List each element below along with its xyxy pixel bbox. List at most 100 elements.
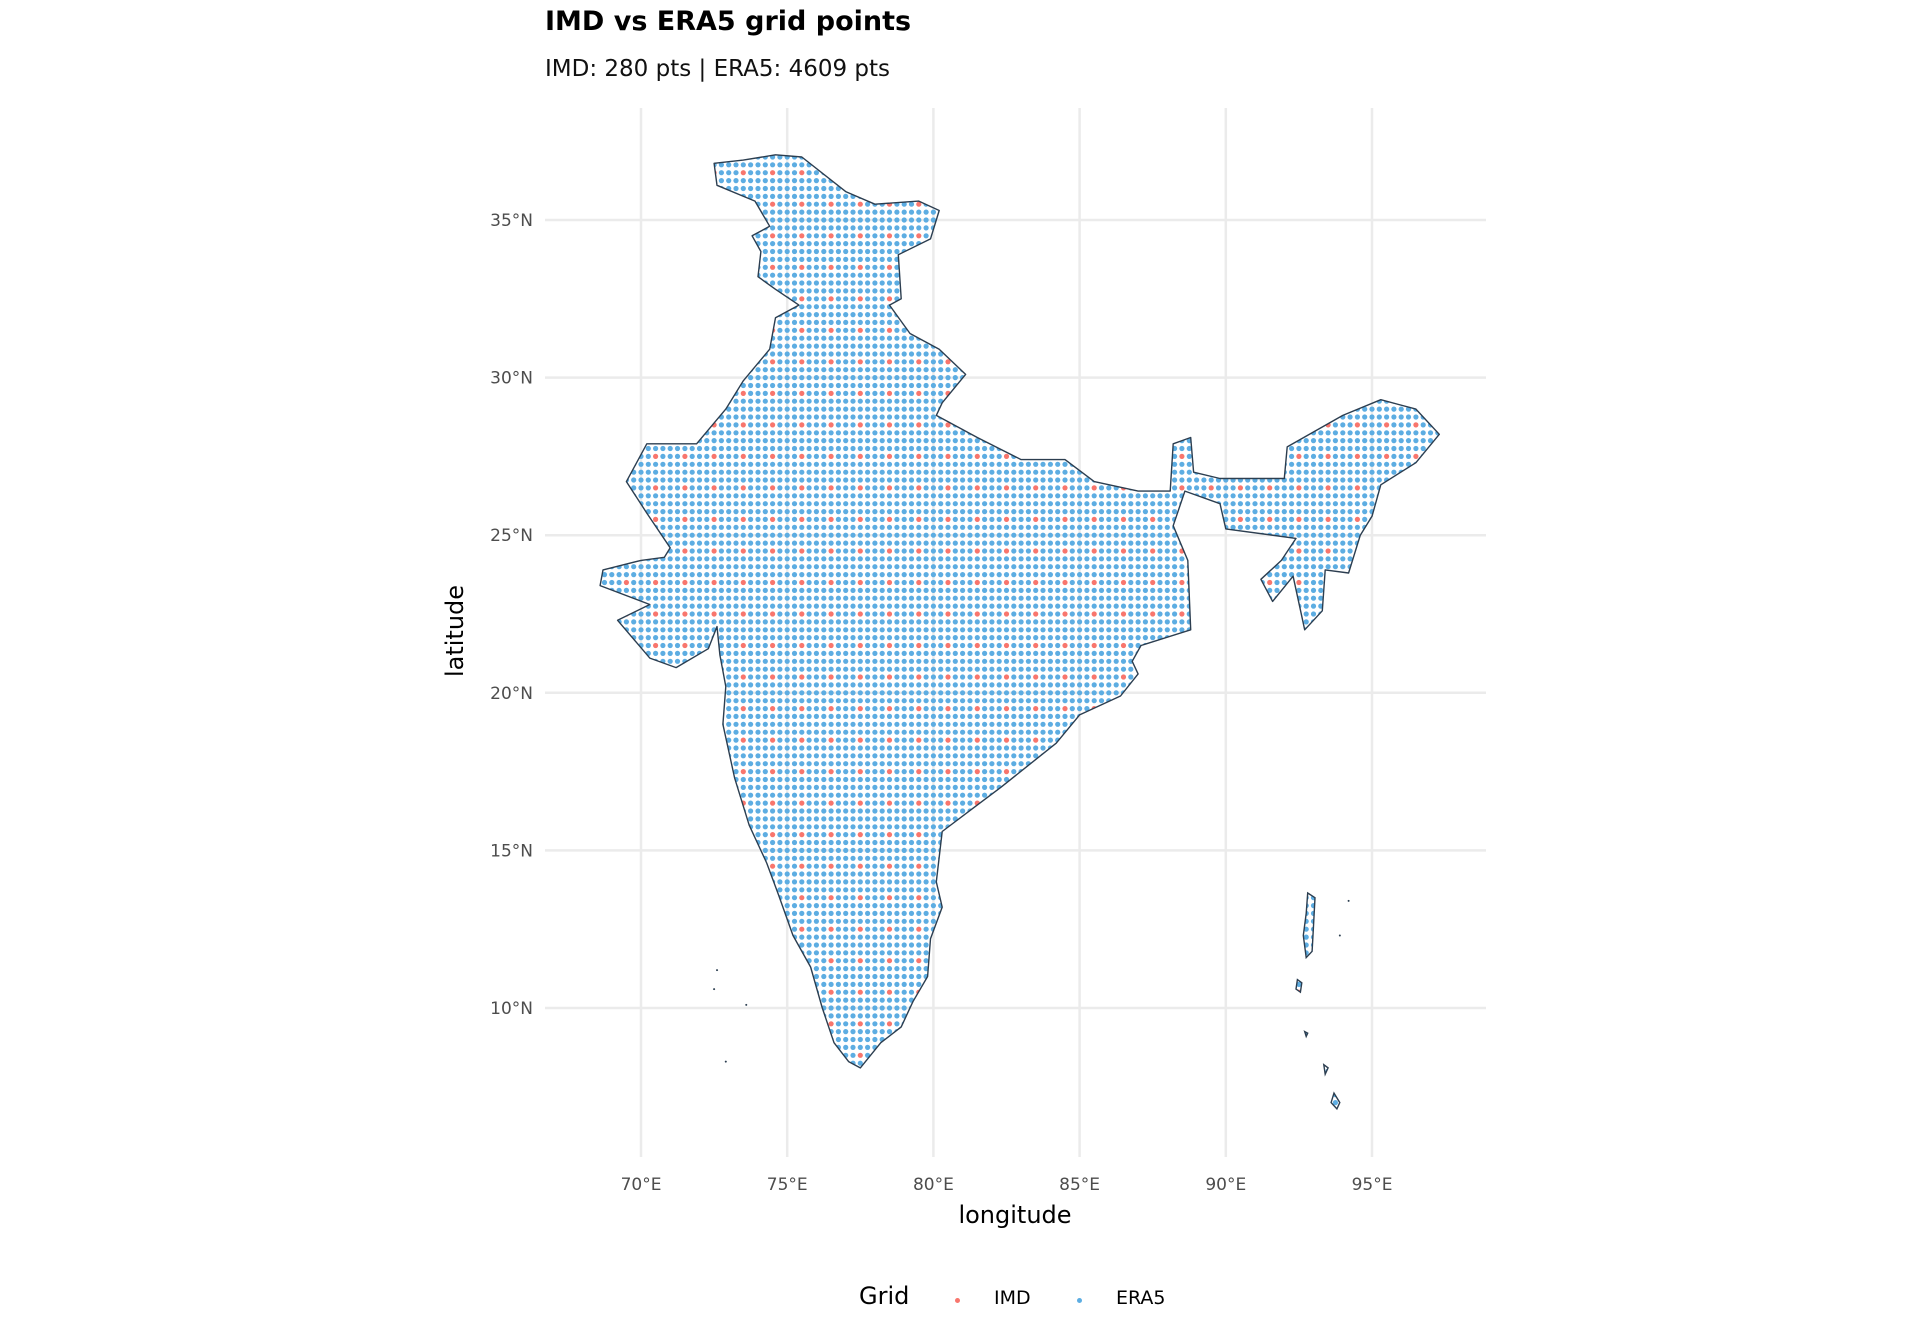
era5-point [1142, 926, 1148, 932]
era5-point [923, 958, 929, 964]
era5-point [894, 824, 900, 830]
era5-point [1157, 1068, 1163, 1074]
era5-point [1443, 998, 1448, 1003]
era5-point [916, 997, 922, 1003]
era5-point [1332, 839, 1338, 846]
era5-point [1267, 966, 1273, 972]
era5-point [777, 863, 783, 869]
era5-point [967, 958, 973, 964]
era5-point [1391, 871, 1397, 877]
era5-point [755, 1021, 761, 1027]
era5-point [806, 1029, 812, 1035]
imd-point [974, 895, 980, 901]
era5-point [667, 903, 673, 909]
era5-point [1055, 839, 1061, 846]
imd-point [623, 1021, 630, 1027]
imd-point [799, 832, 805, 838]
era5-point [835, 1100, 842, 1106]
era5-point [1399, 1124, 1404, 1129]
era5-point [1348, 1116, 1353, 1121]
era5-point [916, 879, 922, 885]
era5-point [1157, 1076, 1163, 1082]
era5-point [1128, 808, 1134, 814]
era5-point [1040, 1107, 1046, 1109]
era5-point [1157, 824, 1163, 830]
era5-point [1435, 1092, 1440, 1098]
era5-point [689, 808, 695, 814]
era5-point [1120, 887, 1127, 893]
era5-point [1025, 1068, 1031, 1074]
era5-point [996, 1068, 1002, 1074]
era5-point [1150, 1036, 1156, 1043]
era5-point [580, 903, 585, 908]
era5-point [667, 918, 673, 924]
era5-point [740, 1036, 746, 1043]
era5-point [879, 816, 885, 822]
era5-point [865, 981, 871, 988]
imd-point [799, 1084, 805, 1090]
imd-point [1120, 1021, 1127, 1027]
era5-point [850, 1068, 856, 1074]
era5-point [623, 879, 630, 885]
era5-point [857, 1013, 863, 1019]
era5-point [1427, 879, 1434, 885]
era5-point [733, 1044, 739, 1050]
era5-point [1142, 958, 1148, 964]
era5-point [924, 1124, 929, 1129]
era5-point [879, 966, 885, 972]
era5-point [879, 1029, 885, 1035]
era5-point [872, 981, 878, 988]
era5-point [660, 1068, 666, 1074]
era5-point [872, 863, 878, 869]
era5-point [894, 1021, 900, 1027]
imd-point [1443, 864, 1448, 869]
era5-point [1106, 942, 1112, 948]
era5-point [806, 903, 812, 909]
imd-point [828, 1084, 834, 1090]
era5-point [1135, 903, 1141, 909]
era5-point [1025, 855, 1031, 861]
era5-point [1142, 1052, 1148, 1058]
era5-point [1047, 934, 1053, 940]
era5-point [660, 942, 666, 948]
era5-point [1230, 887, 1236, 893]
imd-point [1179, 989, 1185, 995]
era5-point [1325, 1060, 1331, 1066]
era5-point [1347, 839, 1353, 846]
era5-point [1252, 824, 1258, 830]
era5-point [1237, 808, 1243, 814]
era5-point [1398, 1092, 1404, 1098]
era5-point [1252, 918, 1258, 924]
era5-point [711, 1029, 717, 1035]
era5-point [653, 879, 659, 885]
era5-point [982, 903, 988, 909]
era5-point [1128, 832, 1134, 838]
era5-point [674, 1021, 681, 1027]
era5-point [1113, 942, 1119, 948]
era5-point [894, 1005, 900, 1011]
imd-point [828, 1021, 834, 1027]
era5-point [645, 1092, 651, 1098]
era5-point [609, 910, 615, 917]
era5-point [952, 887, 958, 893]
era5-point [916, 847, 922, 854]
era5-point [711, 808, 717, 814]
era5-point [1325, 1044, 1331, 1050]
imd-point [1296, 1021, 1302, 1027]
imd-point [799, 926, 805, 932]
era5-point [894, 1100, 900, 1106]
era5-point [1259, 942, 1265, 948]
imd-point [1091, 989, 1097, 995]
era5-point [1362, 1107, 1368, 1109]
era5-point [1398, 824, 1404, 830]
imd-point [1150, 1052, 1156, 1058]
era5-point [1201, 989, 1207, 995]
era5-point [952, 1068, 958, 1074]
era5-point [711, 934, 717, 940]
era5-point [1157, 973, 1163, 980]
era5-point [1391, 981, 1397, 988]
era5-point [733, 1100, 739, 1106]
era5-point [748, 989, 754, 995]
era5-point [733, 1076, 739, 1082]
era5-point [1281, 934, 1287, 940]
